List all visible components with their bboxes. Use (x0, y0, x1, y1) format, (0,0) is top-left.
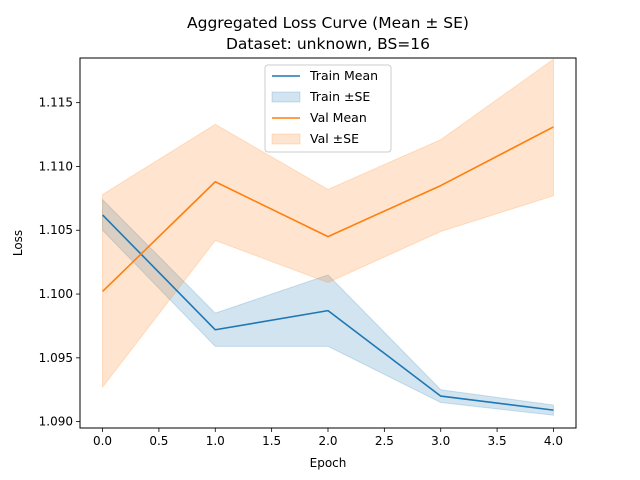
mean-lines (101, 126, 554, 411)
chart-title: Aggregated Loss Curve (Mean ± SE) (187, 14, 469, 32)
y-tick-label: 1.100 (39, 287, 73, 301)
legend: Train Mean Train ±SE Val Mean Val ±SE (264, 64, 392, 153)
x-axis-label: Epoch (310, 456, 347, 470)
legend-train-se-label: Train ±SE (309, 89, 370, 104)
y-axis-label: Loss (11, 230, 25, 256)
x-tick-label: 4.0 (544, 434, 563, 448)
y-axis-ticks: 1.090 1.095 1.100 1.105 1.110 1.115 (39, 96, 80, 429)
x-tick-label: 0.5 (149, 434, 168, 448)
se-bands (102, 58, 554, 416)
val-mean-line (101, 126, 554, 293)
legend-val-se-label: Val ±SE (310, 131, 359, 146)
y-tick-label: 1.105 (39, 223, 73, 237)
legend-box (264, 64, 392, 153)
train-mean-line (101, 214, 554, 411)
x-tick-label: 3.5 (488, 434, 507, 448)
x-tick-label: 0.0 (93, 434, 112, 448)
x-tick-label: 3.0 (431, 434, 450, 448)
x-tick-label: 1.0 (206, 434, 225, 448)
legend-train-se-swatch (271, 91, 301, 103)
y-tick-label: 1.115 (39, 96, 73, 110)
legend-train-mean-label: Train Mean (309, 68, 378, 83)
x-axis-ticks: 0.0 0.5 1.0 1.5 2.0 2.5 3.0 3.5 4.0 (93, 428, 563, 448)
legend-val-mean-label: Val Mean (310, 110, 367, 125)
y-tick-label: 1.090 (39, 415, 73, 429)
train-se-band (102, 198, 554, 416)
y-tick-label: 1.110 (39, 159, 73, 173)
x-tick-label: 1.5 (262, 434, 281, 448)
chart-subtitle: Dataset: unknown, BS=16 (226, 35, 430, 53)
x-tick-label: 2.0 (318, 434, 337, 448)
val-se-band (102, 58, 554, 389)
x-tick-label: 2.5 (375, 434, 394, 448)
y-tick-label: 1.095 (39, 351, 73, 365)
legend-val-se-swatch (271, 133, 301, 145)
